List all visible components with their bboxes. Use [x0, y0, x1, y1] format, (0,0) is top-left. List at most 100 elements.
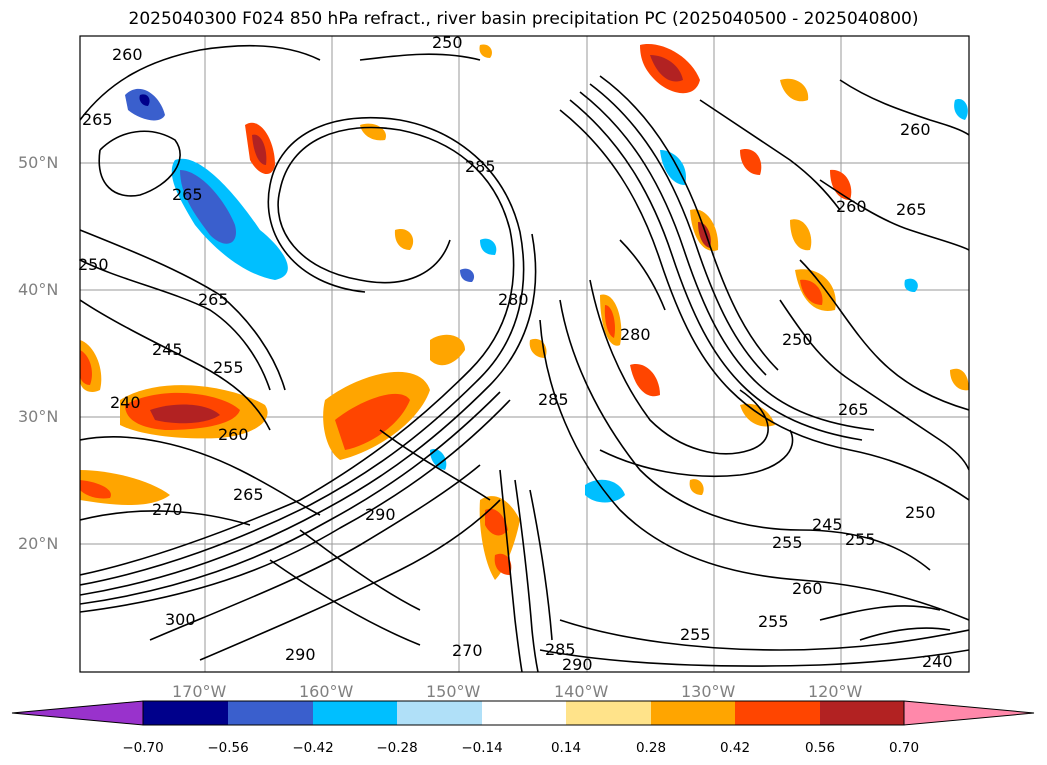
contour-line: [839, 79, 969, 136]
contour-line: [559, 619, 969, 651]
pos-anomaly-patch: [800, 279, 823, 305]
pos-anomaly-patch: [485, 508, 508, 536]
contour-label: 265: [198, 290, 229, 309]
contour-line: [80, 116, 525, 586]
contour-label: 290: [285, 645, 316, 664]
contour-line: [379, 429, 491, 501]
contour-label: 270: [452, 641, 483, 660]
plot-frame: [79, 35, 970, 673]
contour-line: [514, 479, 539, 672]
contour-line: [80, 126, 515, 576]
colorbar-segment: [397, 701, 482, 725]
gridlines: [80, 36, 969, 672]
pos-anomaly-patch: [394, 229, 414, 250]
lat-label-20n: 20°N: [18, 534, 59, 553]
pos-anomaly-patch: [950, 368, 969, 391]
pos-anomaly-patch: [335, 393, 410, 450]
pos-anomaly-patch: [80, 350, 92, 385]
contour-line: [859, 627, 951, 641]
contour-line: [589, 279, 769, 455]
pos-anomaly-patch: [494, 553, 512, 575]
contour-line: [799, 259, 969, 411]
contour-label: 290: [562, 655, 593, 674]
contour-line: [98, 130, 181, 197]
contour-label: 265: [82, 110, 113, 129]
contour-line: [499, 469, 523, 672]
precip-shading: [80, 44, 969, 580]
colorbar-segment: [313, 701, 397, 725]
contour-label: 290: [365, 505, 396, 524]
contour-line: [539, 649, 969, 667]
contour-label: 265: [896, 200, 927, 219]
contour-line: [529, 489, 553, 641]
neg-anomaly-patch: [460, 268, 475, 282]
lon-label-150w: 150°W: [426, 682, 481, 701]
colorbar-tick-label: 0.42: [719, 740, 751, 756]
colorbar-tick-label: −0.56: [207, 740, 249, 756]
plot-area: [80, 36, 969, 672]
lat-label-30n: 30°N: [18, 407, 59, 426]
colorbar: [11, 700, 1035, 726]
contour-label: 240: [922, 652, 953, 671]
contour-line: [80, 233, 537, 596]
colorbar-segment: [820, 701, 904, 725]
contour-line: [80, 44, 321, 121]
lon-label-160w: 160°W: [299, 682, 354, 701]
neg-anomaly-patch: [480, 238, 497, 255]
contour-line: [589, 83, 767, 376]
neg-anomaly-patch: [954, 99, 968, 120]
pos-anomaly-patch: [790, 219, 812, 251]
contour-label: 280: [498, 290, 529, 309]
contour-label: 270: [152, 500, 183, 519]
lon-label-130w: 130°W: [681, 682, 736, 701]
contour-label: 260: [112, 45, 143, 64]
contour-label: 255: [772, 533, 803, 552]
contour-label: 255: [680, 625, 711, 644]
contour-line: [80, 399, 511, 613]
lon-label-140w: 140°W: [554, 682, 609, 701]
contour-label: 250: [905, 503, 936, 522]
colorbar-segment: [566, 701, 651, 725]
contour-line: [80, 299, 271, 431]
colorbar-tick-label: −0.42: [292, 740, 334, 756]
pos-anomaly-patch: [630, 364, 660, 397]
pos-anomaly-patch: [80, 480, 111, 499]
pos-anomaly-patch: [698, 222, 711, 248]
contour-line: [559, 299, 931, 571]
contour-labels: 260 265 265 250 265 245 255 240 260 270 …: [78, 33, 953, 674]
contour-line: [819, 605, 941, 621]
colorbar-tick-label: −0.14: [461, 740, 503, 756]
contour-label: 260: [836, 197, 867, 216]
contour-line: [299, 529, 421, 611]
colorbar-segment: [482, 701, 566, 725]
contour-label: 255: [845, 530, 876, 549]
contour-line: [569, 99, 863, 441]
contour-line: [80, 391, 501, 605]
contour-label: 245: [812, 515, 843, 534]
pos-anomaly-patch: [604, 305, 615, 338]
neg-anomaly-patch: [904, 278, 918, 292]
pos-anomaly-patch: [780, 78, 809, 102]
pos-anomaly-patch: [252, 134, 267, 165]
contour-label: 285: [465, 157, 496, 176]
pos-anomaly-patch: [479, 44, 492, 58]
contour-line: [699, 99, 841, 211]
contour-label: 255: [758, 612, 789, 631]
contour-label: 260: [900, 120, 931, 139]
colorbar-segment: [651, 701, 735, 725]
colorbar-tick-label: −0.28: [376, 740, 418, 756]
colorbar-segment: [735, 701, 820, 725]
colorbar-segment: [228, 701, 313, 725]
neg-anomaly-patch: [180, 170, 236, 244]
colorbar-segment: [143, 701, 228, 725]
contour-label: 245: [152, 340, 183, 359]
refractivity-contours: [80, 44, 969, 672]
contour-label: 250: [782, 330, 813, 349]
contour-label: 265: [838, 400, 869, 419]
contour-line: [80, 436, 321, 516]
pos-anomaly-patch: [689, 479, 704, 495]
contour-line: [579, 91, 875, 431]
lon-label-170w: 170°W: [172, 682, 227, 701]
contour-line: [80, 229, 286, 391]
contour-line: [599, 75, 779, 371]
